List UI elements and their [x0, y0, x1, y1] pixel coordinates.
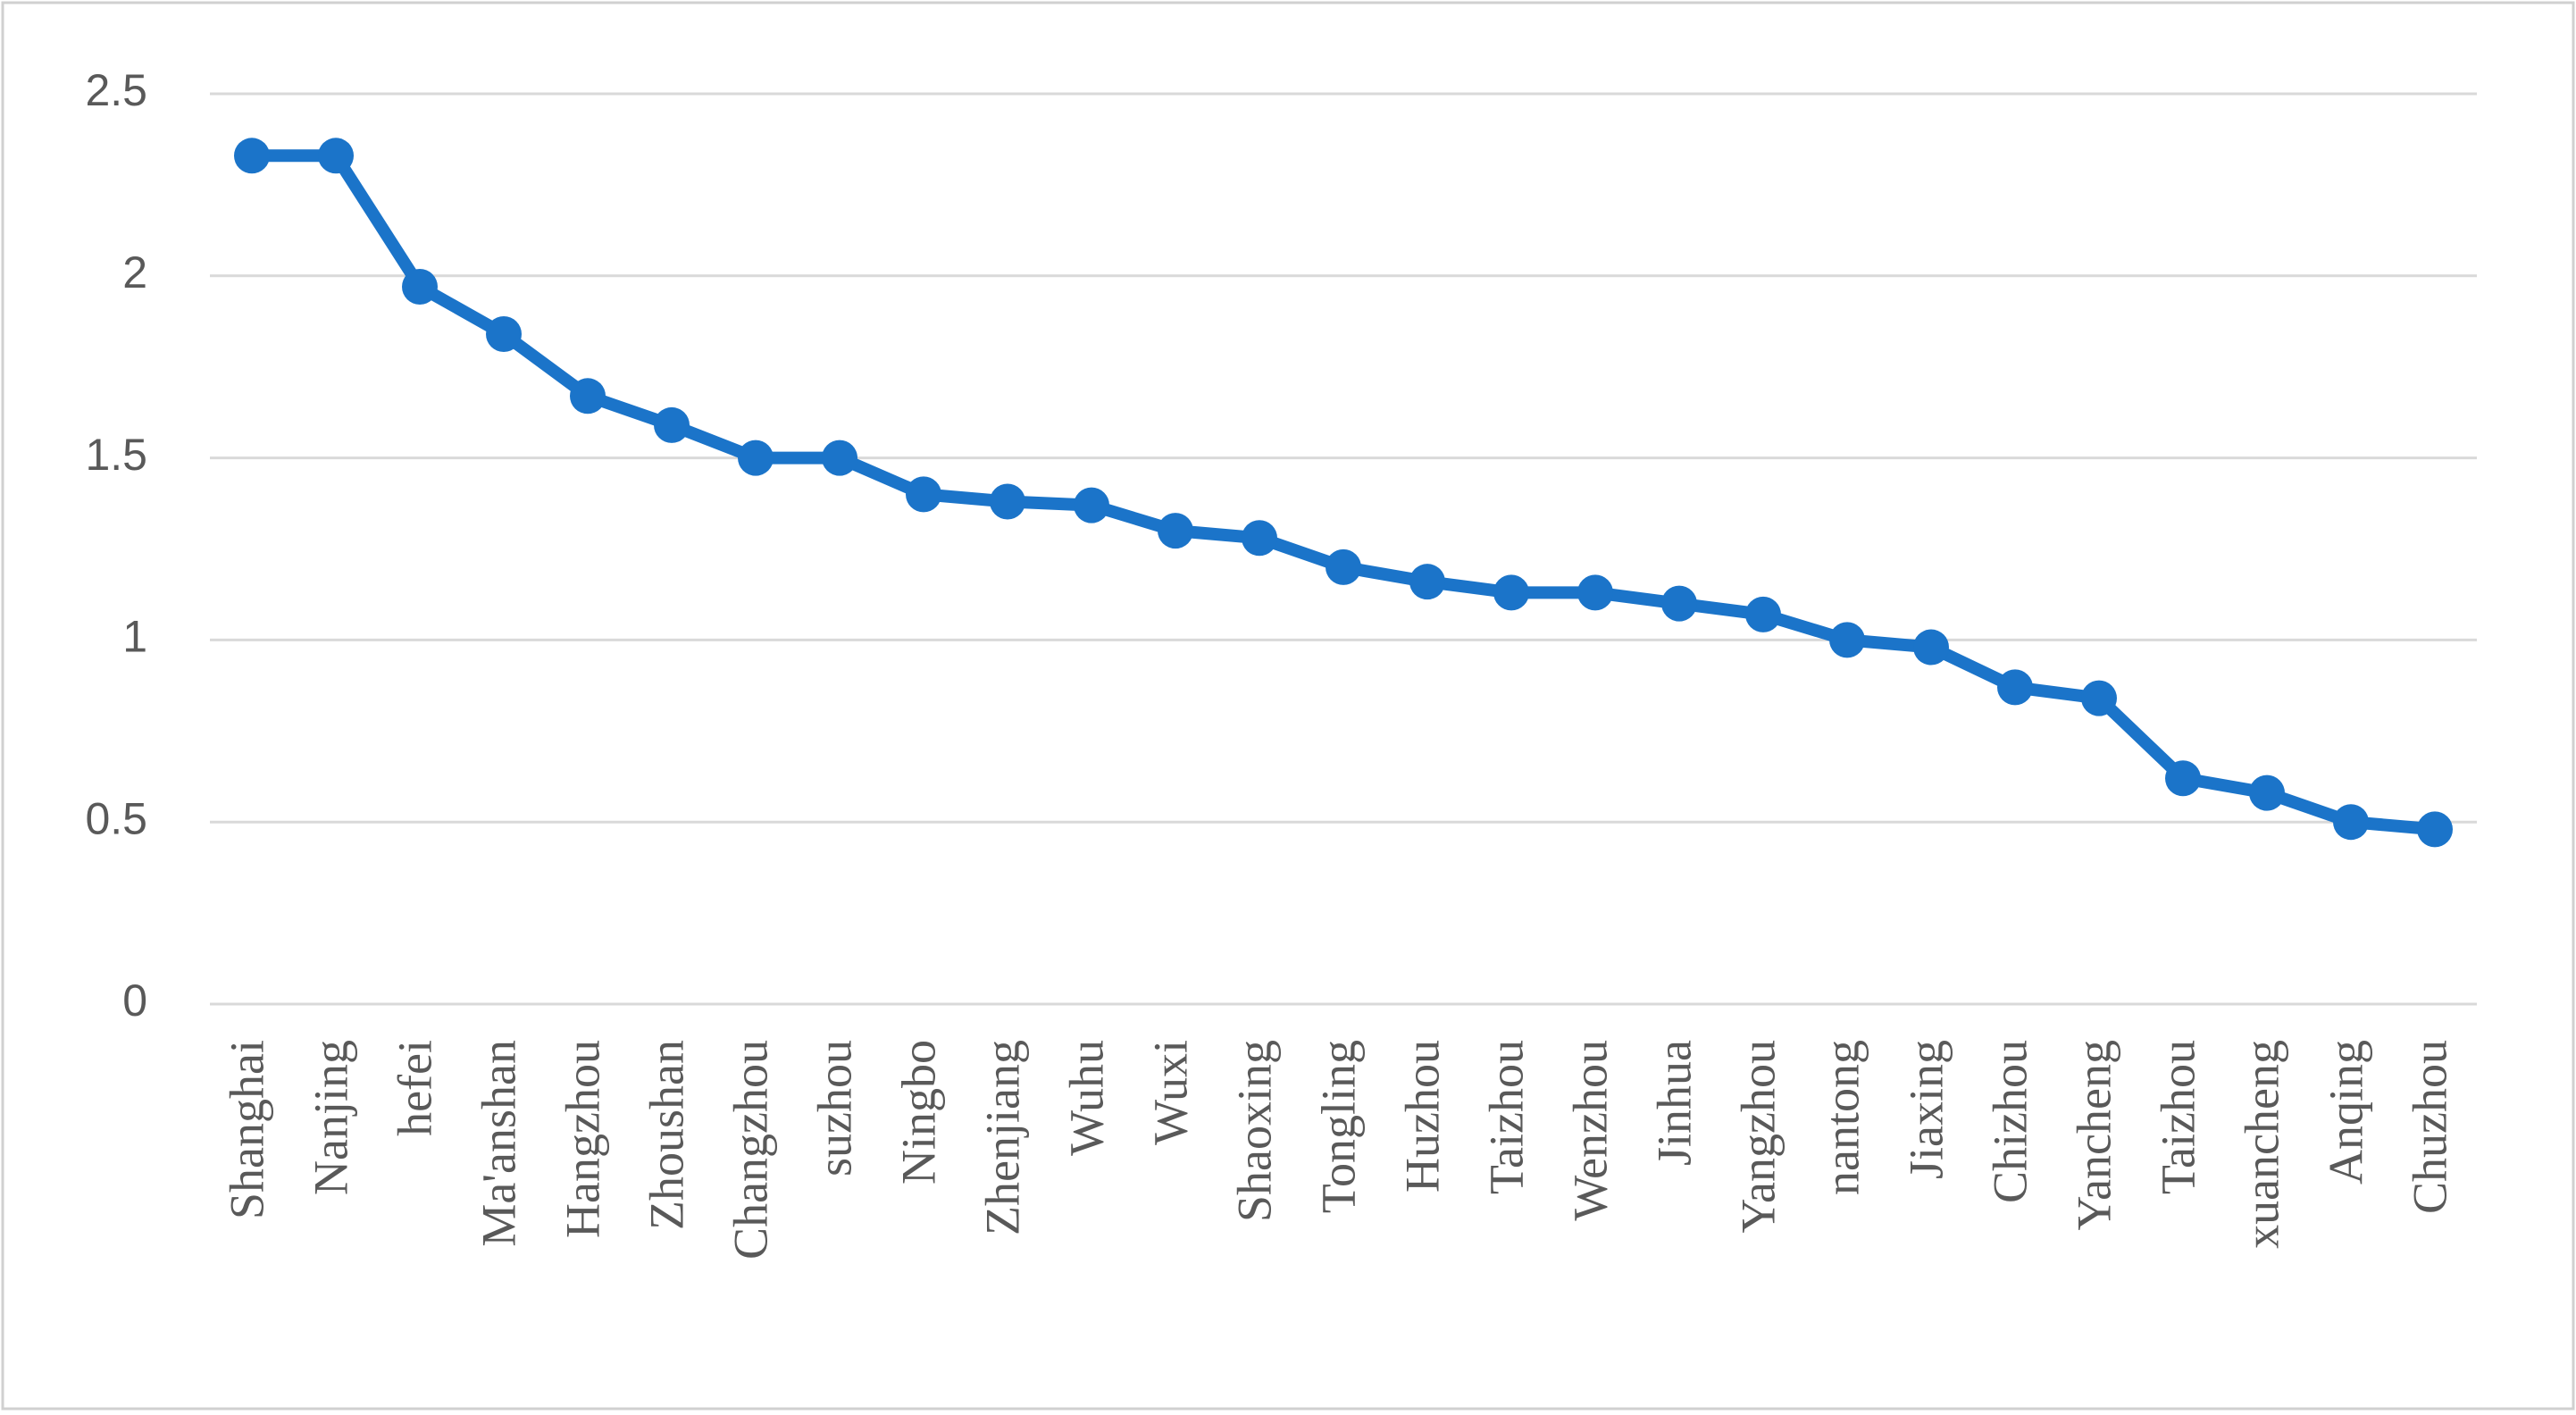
- marker: [906, 476, 941, 513]
- x-tick-label: Changzhou: [723, 1040, 777, 1260]
- y-tick-label: 0: [122, 975, 147, 1026]
- marker: [2165, 760, 2201, 797]
- marker: [738, 440, 774, 476]
- x-tick-label: Nanjing: [304, 1040, 357, 1195]
- marker: [1074, 487, 1109, 523]
- marker: [1326, 548, 1361, 585]
- marker: [570, 378, 606, 414]
- x-tick-label: Ma'anshan: [472, 1040, 525, 1247]
- x-tick-label: Wuxi: [1143, 1040, 1197, 1145]
- x-tick-label: Zhoushan: [640, 1040, 693, 1230]
- marker: [990, 483, 1025, 520]
- marker: [822, 440, 857, 476]
- x-tick-label: Jinhua: [1647, 1040, 1701, 1166]
- x-tick-label: xuancheng: [2235, 1040, 2288, 1249]
- marker: [1158, 513, 1193, 549]
- marker: [2081, 680, 2117, 716]
- marker: [1577, 574, 1613, 611]
- y-tick-label: 2: [122, 247, 147, 297]
- marker: [2417, 811, 2453, 848]
- marker: [402, 269, 438, 306]
- x-tick-label: suzhou: [807, 1040, 861, 1176]
- y-tick-label: 1: [122, 612, 147, 662]
- x-tick-label: Zhenjiang: [975, 1040, 1029, 1235]
- x-tick-label: Huzhou: [1395, 1040, 1449, 1193]
- x-tick-label: Hangzhou: [556, 1040, 609, 1238]
- marker: [486, 316, 522, 353]
- marker: [654, 406, 690, 443]
- marker: [1745, 596, 1781, 632]
- x-tick-label: Yangzhou: [1731, 1040, 1785, 1234]
- y-tick-label: 2.5: [85, 65, 147, 115]
- marker: [318, 138, 354, 174]
- x-tick-label: Jiaxing: [1899, 1040, 1953, 1179]
- x-tick-label: Anqing: [2319, 1040, 2372, 1185]
- x-tick-label: Chizhou: [1983, 1040, 2037, 1203]
- marker: [1661, 585, 1697, 622]
- marker: [1242, 520, 1277, 557]
- marker: [2333, 804, 2369, 841]
- marker: [1493, 574, 1529, 611]
- x-tick-label: nantong: [1815, 1040, 1869, 1195]
- x-tick-label: Shaoxing: [1227, 1040, 1281, 1222]
- x-tick-label: Tongling: [1311, 1040, 1365, 1213]
- x-tick-label: Ningbo: [891, 1040, 945, 1185]
- x-tick-label: Taizhou: [2151, 1040, 2204, 1194]
- marker: [1829, 622, 1865, 658]
- x-tick-label: Yancheng: [2067, 1040, 2120, 1231]
- y-tick-label: 0.5: [85, 793, 147, 843]
- x-tick-label: Chuzhou: [2403, 1040, 2456, 1214]
- marker: [1913, 629, 1949, 666]
- marker: [234, 138, 270, 174]
- y-tick-label: 1.5: [85, 430, 147, 480]
- x-tick-label: Wuhu: [1059, 1040, 1113, 1156]
- x-tick-label: hefei: [388, 1040, 441, 1136]
- x-tick-label: Taizhou: [1479, 1040, 1533, 1194]
- marker: [1409, 564, 1445, 600]
- marker: [1997, 669, 2033, 706]
- x-tick-label: Wenzhou: [1563, 1040, 1617, 1221]
- marker: [2249, 774, 2285, 811]
- x-tick-label: Shanghai: [220, 1040, 273, 1219]
